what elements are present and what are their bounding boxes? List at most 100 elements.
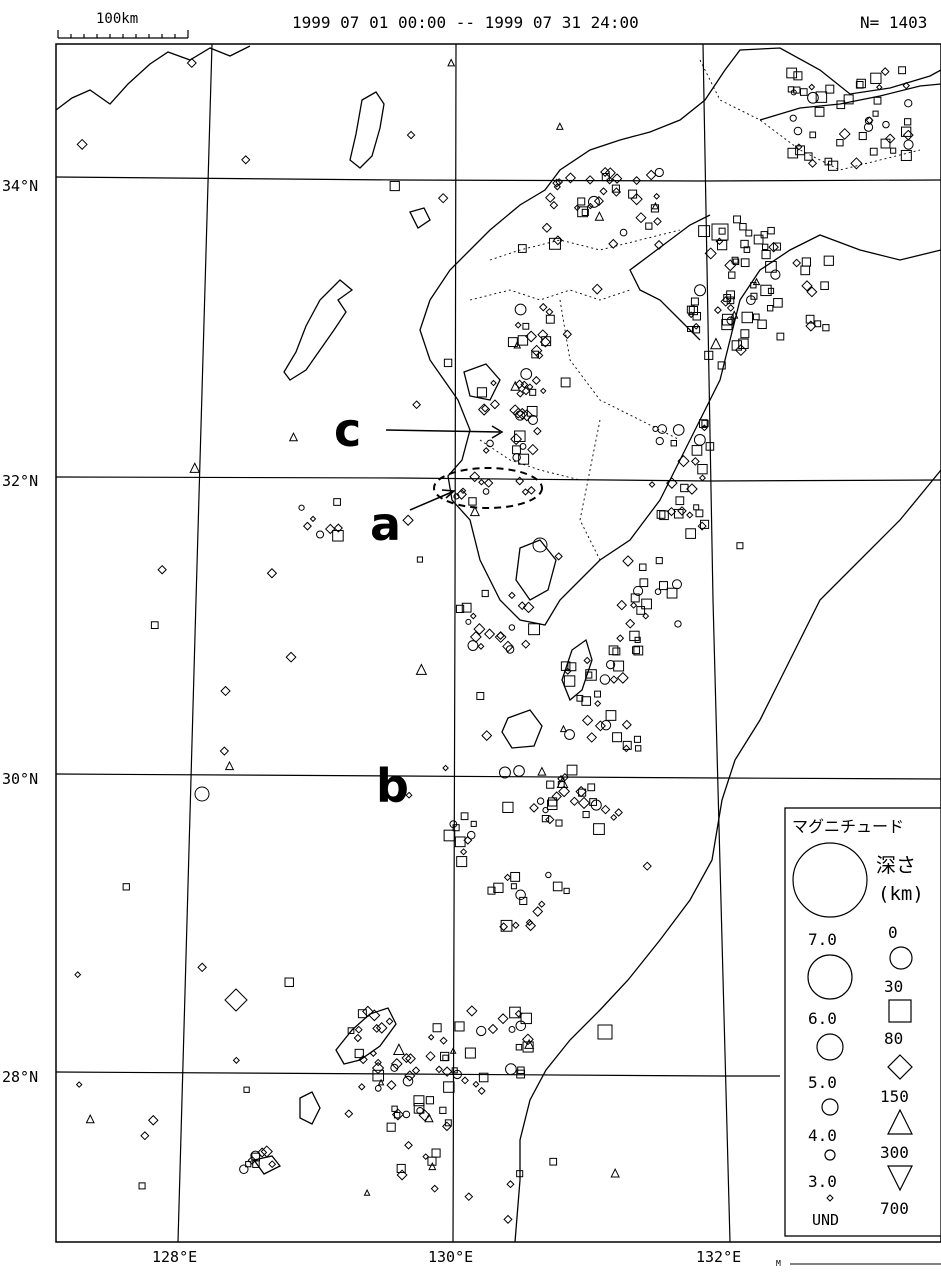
event-marker <box>750 282 757 289</box>
event-marker <box>514 430 526 442</box>
event-marker <box>903 139 914 150</box>
event-marker <box>453 493 460 500</box>
event-marker <box>526 486 536 495</box>
legend-mag-circle-3 <box>824 1149 836 1161</box>
event-marker <box>838 127 851 140</box>
legend-depth-label-0: 0 <box>888 923 898 942</box>
event-marker <box>529 802 539 813</box>
event-marker <box>701 419 709 428</box>
scale-bar <box>57 30 189 39</box>
event-marker <box>245 1161 252 1168</box>
parallel-34n <box>55 176 941 182</box>
event-marker <box>608 645 619 656</box>
event-marker <box>613 660 625 672</box>
event-marker <box>466 1005 478 1017</box>
event-marker <box>585 175 595 185</box>
event-marker <box>692 312 701 321</box>
event-marker <box>869 147 878 156</box>
event-marker <box>594 720 606 732</box>
event-marker <box>298 504 305 511</box>
event-marker <box>545 871 552 879</box>
event-marker <box>800 265 811 276</box>
event-marker <box>391 1105 398 1112</box>
event-marker <box>494 631 507 644</box>
event-marker <box>487 1023 499 1035</box>
event-marker <box>597 1024 613 1040</box>
event-marker <box>743 246 751 253</box>
parallel-32n <box>55 476 941 482</box>
event-marker <box>401 1053 412 1064</box>
event-marker <box>652 425 659 433</box>
event-marker <box>659 510 669 521</box>
event-marker <box>738 338 749 349</box>
event-marker <box>532 537 548 553</box>
iki-island <box>409 207 431 229</box>
event-marker <box>815 91 828 103</box>
event-marker <box>444 1119 452 1127</box>
event-marker <box>354 1048 364 1059</box>
korea-coast <box>55 45 251 111</box>
event-marker <box>901 126 912 137</box>
event-marker <box>524 1038 535 1049</box>
event-marker <box>197 962 207 973</box>
event-marker <box>732 258 740 266</box>
event-marker <box>904 99 913 108</box>
legend-depth-label-30: 30 <box>884 977 903 996</box>
event-marker <box>461 602 472 613</box>
event-marker <box>604 167 616 179</box>
event-marker <box>85 1114 95 1124</box>
event-marker <box>460 812 469 821</box>
event-marker <box>533 426 542 436</box>
arrow-c <box>385 429 501 433</box>
event-marker <box>374 1058 382 1067</box>
event-marker <box>593 823 605 835</box>
event-marker <box>525 330 538 343</box>
event-marker <box>850 157 863 170</box>
legend-depth-unit: (km) <box>878 883 924 905</box>
event-marker <box>690 297 699 306</box>
event-marker <box>521 639 531 649</box>
event-marker <box>516 389 525 398</box>
event-marker <box>527 443 539 456</box>
legend-mag-label-6: 6.0 <box>808 1009 837 1028</box>
event-marker <box>552 178 562 188</box>
event-marker <box>493 882 504 893</box>
event-marker <box>515 476 525 486</box>
event-marker <box>425 1096 435 1105</box>
event-marker <box>478 1072 489 1083</box>
event-marker <box>512 407 524 419</box>
event-marker <box>537 766 547 776</box>
lat-label-32n: 32°N <box>2 472 38 490</box>
event-marker <box>691 445 703 456</box>
event-marker <box>406 130 416 140</box>
event-marker <box>518 453 530 465</box>
event-marker <box>509 404 522 417</box>
earthquake-events <box>74 57 914 1224</box>
event-marker <box>564 172 577 184</box>
event-marker <box>693 504 700 511</box>
event-marker <box>628 189 638 199</box>
event-marker <box>698 225 711 238</box>
event-marker <box>599 187 608 196</box>
event-marker <box>411 1066 421 1075</box>
event-marker <box>633 585 644 596</box>
event-marker <box>761 243 769 251</box>
event-marker <box>655 436 664 446</box>
legend-mag-label-und: UND <box>812 1211 839 1229</box>
event-marker <box>309 515 317 523</box>
event-marker <box>447 58 456 67</box>
legend-depth-square-icon <box>888 999 912 1023</box>
event-marker <box>590 799 602 811</box>
event-marker <box>591 283 603 295</box>
event-marker <box>787 86 794 93</box>
legend: マグニチュード 深さ (km) 7.0 6.0 5.0 4.0 3.0 UND … <box>784 807 941 1237</box>
legend-depth-circle-icon <box>889 946 913 970</box>
event-marker <box>736 542 744 550</box>
event-marker <box>594 690 601 698</box>
event-marker <box>656 510 666 519</box>
event-marker <box>147 1114 159 1126</box>
event-marker <box>616 599 628 611</box>
event-marker <box>898 66 907 75</box>
amami-oshima <box>335 1007 397 1065</box>
event-marker <box>386 1122 396 1132</box>
